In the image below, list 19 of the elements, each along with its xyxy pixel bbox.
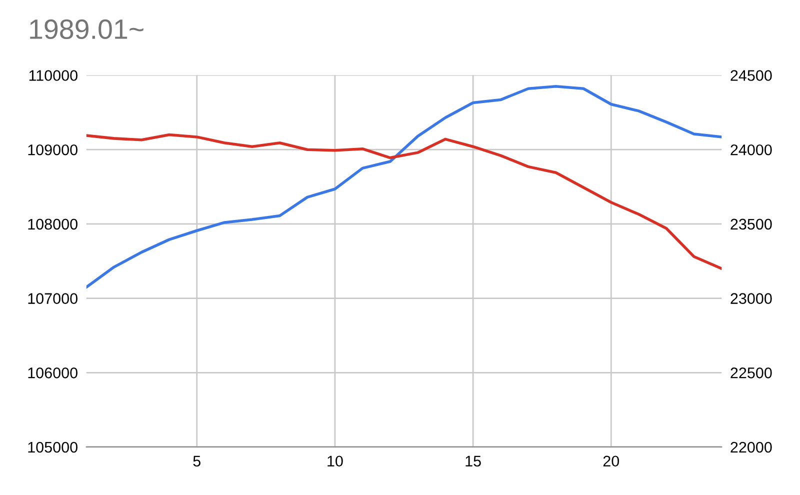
line-series xyxy=(86,133,722,270)
x-tick-label: 15 xyxy=(466,456,481,467)
y-tick-label: 105000 xyxy=(28,442,78,453)
y2-tick-label: 23500 xyxy=(730,218,772,230)
chart-title: 1989.01~ xyxy=(30,19,144,40)
x-tick-label: 5 xyxy=(193,456,200,467)
line-series xyxy=(86,85,722,289)
y2-tick-label: 22500 xyxy=(730,368,772,378)
y2-tick-label: 24000 xyxy=(730,144,772,156)
y-tick-label: 109000 xyxy=(28,144,78,156)
y-tick-label: 110000 xyxy=(29,70,78,81)
y2-tick-label: 23000 xyxy=(730,293,772,304)
y2-tick-label: 22000 xyxy=(730,442,772,453)
x-tick-label: 20 xyxy=(603,456,620,467)
x-tick-label: 10 xyxy=(328,456,343,467)
y2-tick-label: 24500 xyxy=(730,70,772,81)
y-tick-label: 107000 xyxy=(28,293,78,304)
y-tick-label: 108000 xyxy=(28,218,78,230)
y-tick-label: 106000 xyxy=(28,368,78,378)
